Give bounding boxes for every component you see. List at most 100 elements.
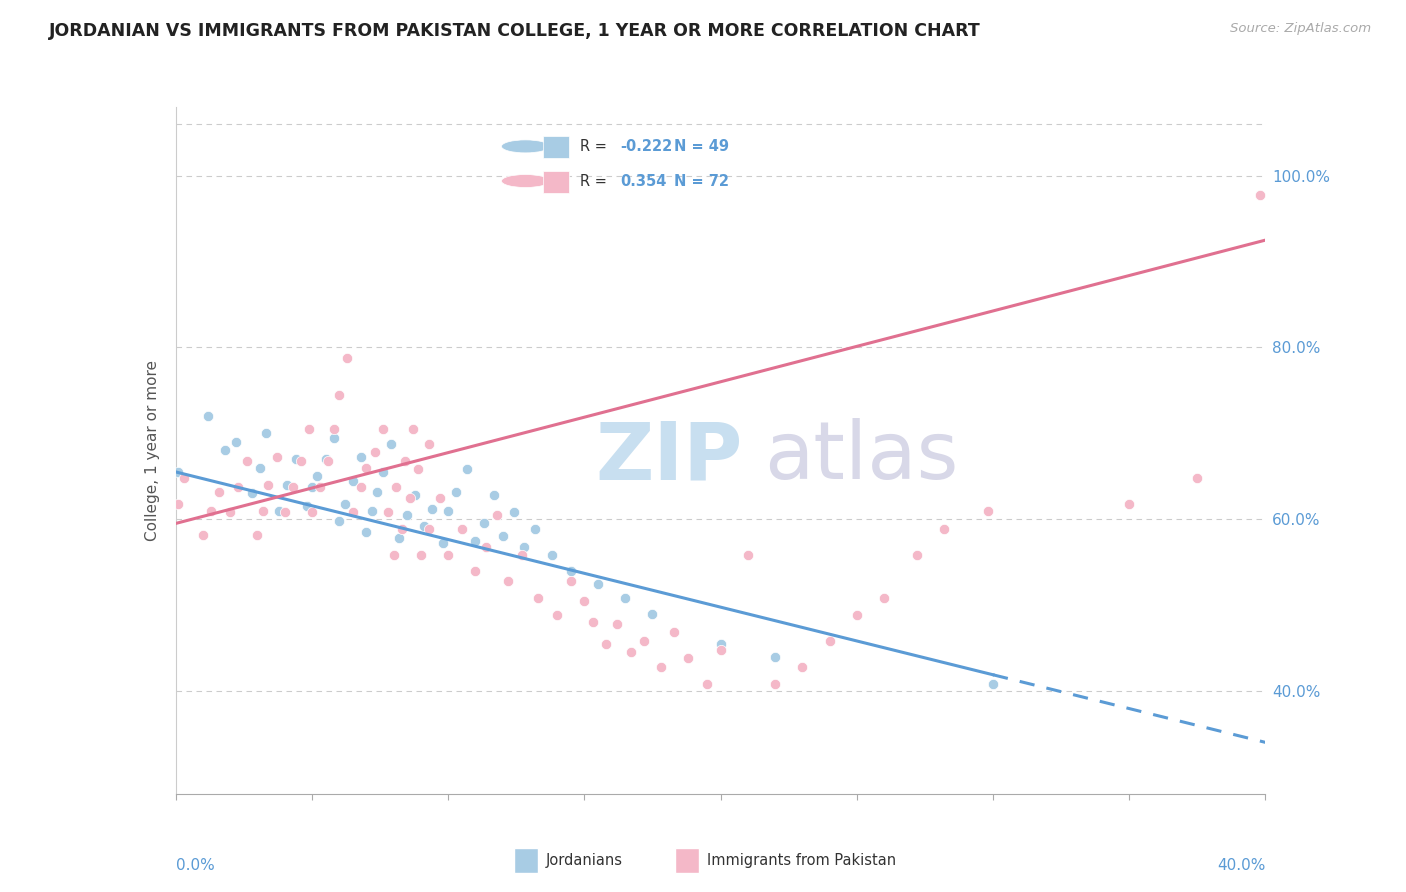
Point xyxy=(513,540,536,554)
Point xyxy=(254,426,277,441)
Point xyxy=(641,607,664,621)
Point xyxy=(366,484,388,499)
Point xyxy=(295,500,318,514)
Text: atlas: atlas xyxy=(765,418,959,496)
Point xyxy=(371,422,394,436)
Point xyxy=(396,508,419,522)
Point xyxy=(620,645,643,659)
Point xyxy=(446,484,468,499)
Point xyxy=(298,422,321,436)
Point xyxy=(710,642,733,657)
Point xyxy=(606,616,628,631)
Point xyxy=(486,508,509,522)
Point xyxy=(191,527,214,541)
Point xyxy=(437,548,460,562)
Point xyxy=(281,479,304,493)
Point xyxy=(737,548,759,562)
Point xyxy=(309,479,332,493)
Point xyxy=(266,450,288,465)
Point xyxy=(405,488,427,502)
Text: Source: ZipAtlas.com: Source: ZipAtlas.com xyxy=(1230,22,1371,36)
Point xyxy=(560,574,582,588)
Point xyxy=(418,436,440,450)
Point xyxy=(976,503,998,517)
Text: -0.222: -0.222 xyxy=(620,139,672,154)
Point xyxy=(276,478,298,492)
Point xyxy=(676,651,699,665)
Point xyxy=(322,422,344,436)
Point xyxy=(1118,497,1140,511)
Point xyxy=(492,529,515,543)
Point xyxy=(502,505,524,519)
FancyBboxPatch shape xyxy=(515,848,537,873)
Point xyxy=(1249,187,1271,202)
Point xyxy=(429,491,451,505)
Point xyxy=(284,452,307,467)
Point xyxy=(360,503,382,517)
Point xyxy=(763,649,786,664)
Point xyxy=(763,677,786,691)
Point xyxy=(356,460,378,475)
Text: R =: R = xyxy=(581,174,612,188)
Point xyxy=(388,531,411,545)
Point xyxy=(845,608,868,623)
Point xyxy=(792,660,814,674)
Point xyxy=(484,488,506,502)
Point xyxy=(710,637,733,651)
Point xyxy=(315,452,337,467)
Circle shape xyxy=(502,140,550,153)
Point xyxy=(240,486,263,500)
Point xyxy=(249,460,271,475)
Point xyxy=(510,548,533,562)
Point xyxy=(614,591,637,606)
Point xyxy=(546,608,568,623)
Point xyxy=(214,443,236,458)
Point xyxy=(173,471,195,485)
Point xyxy=(932,523,955,537)
Point xyxy=(318,454,340,468)
Point xyxy=(219,505,242,519)
Point xyxy=(371,465,394,479)
Point xyxy=(257,478,280,492)
Point xyxy=(464,533,486,548)
Text: R =: R = xyxy=(581,139,612,154)
Point xyxy=(560,564,582,578)
Point xyxy=(818,634,841,648)
Point xyxy=(905,548,928,562)
Point xyxy=(650,660,672,674)
Point xyxy=(269,503,291,517)
Point xyxy=(420,501,443,516)
Text: JORDANIAN VS IMMIGRANTS FROM PAKISTAN COLLEGE, 1 YEAR OR MORE CORRELATION CHART: JORDANIAN VS IMMIGRANTS FROM PAKISTAN CO… xyxy=(49,22,981,40)
Point xyxy=(574,593,596,607)
Text: N = 49: N = 49 xyxy=(673,139,728,154)
Point xyxy=(197,409,219,424)
Point xyxy=(385,479,408,493)
Point xyxy=(524,523,547,537)
Point xyxy=(394,454,416,468)
Text: N = 72: N = 72 xyxy=(673,174,728,188)
Point xyxy=(200,503,222,517)
Point xyxy=(633,634,655,648)
Text: Jordanians: Jordanians xyxy=(546,854,623,868)
Text: Immigrants from Pakistan: Immigrants from Pakistan xyxy=(707,854,896,868)
Point xyxy=(406,462,429,476)
Point xyxy=(235,454,257,468)
Text: 40.0%: 40.0% xyxy=(1218,858,1265,873)
Point xyxy=(328,387,350,401)
Point xyxy=(456,462,478,476)
Point xyxy=(363,445,385,459)
Text: ZIP: ZIP xyxy=(595,418,742,496)
Point xyxy=(981,677,1004,691)
Point xyxy=(412,519,434,533)
Point xyxy=(301,505,323,519)
Point xyxy=(1187,471,1209,485)
Point xyxy=(322,431,344,445)
Point xyxy=(252,503,274,517)
Point xyxy=(382,548,405,562)
Point xyxy=(527,591,550,606)
Point xyxy=(167,465,190,479)
Point xyxy=(399,491,422,505)
Circle shape xyxy=(502,175,550,187)
Text: 0.0%: 0.0% xyxy=(176,858,215,873)
Point xyxy=(342,474,364,488)
